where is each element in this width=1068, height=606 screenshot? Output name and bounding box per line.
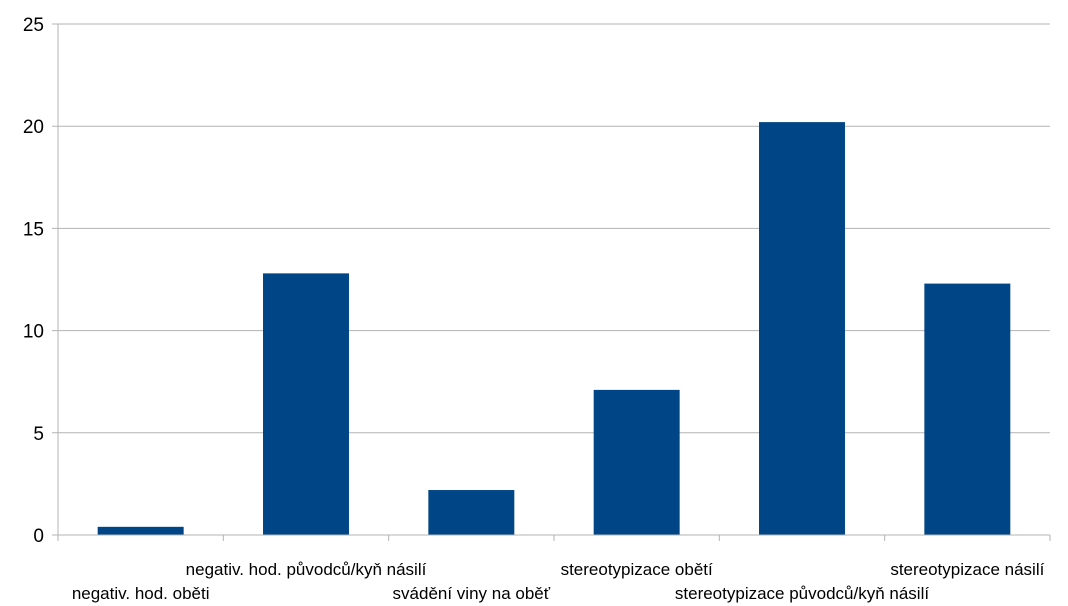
y-tick-label: 10 <box>23 322 44 343</box>
bar-2 <box>428 490 515 535</box>
bar-5 <box>924 283 1011 535</box>
y-tick-label: 0 <box>33 526 44 547</box>
x-category-label: stereotypizace původců/kyň násilí <box>675 584 929 603</box>
y-tick-label: 25 <box>23 15 44 36</box>
gridlines <box>52 23 1050 536</box>
bar-3 <box>593 389 680 535</box>
x-category-label: negativ. hod. původců/kyň násilí <box>186 560 427 579</box>
bar-1 <box>263 273 349 535</box>
bar-4 <box>759 122 845 535</box>
x-category-label: stereotypizace obětí <box>561 560 713 579</box>
x-category-label: negativ. hod. oběti <box>72 584 210 603</box>
x-category-label: svádění viny na oběť <box>393 584 551 603</box>
bars <box>97 122 1011 535</box>
y-tick-labels: 0 5 10 15 20 25 <box>23 15 44 547</box>
y-tick-label: 5 <box>33 424 44 445</box>
x-category-label: stereotypizace násilí <box>890 560 1044 579</box>
axes <box>52 24 1051 541</box>
bar-0 <box>97 526 184 535</box>
x-category-labels: negativ. hod. oběti negativ. hod. původců… <box>72 560 1045 603</box>
y-tick-label: 20 <box>23 117 44 138</box>
y-tick-label: 15 <box>23 219 44 240</box>
